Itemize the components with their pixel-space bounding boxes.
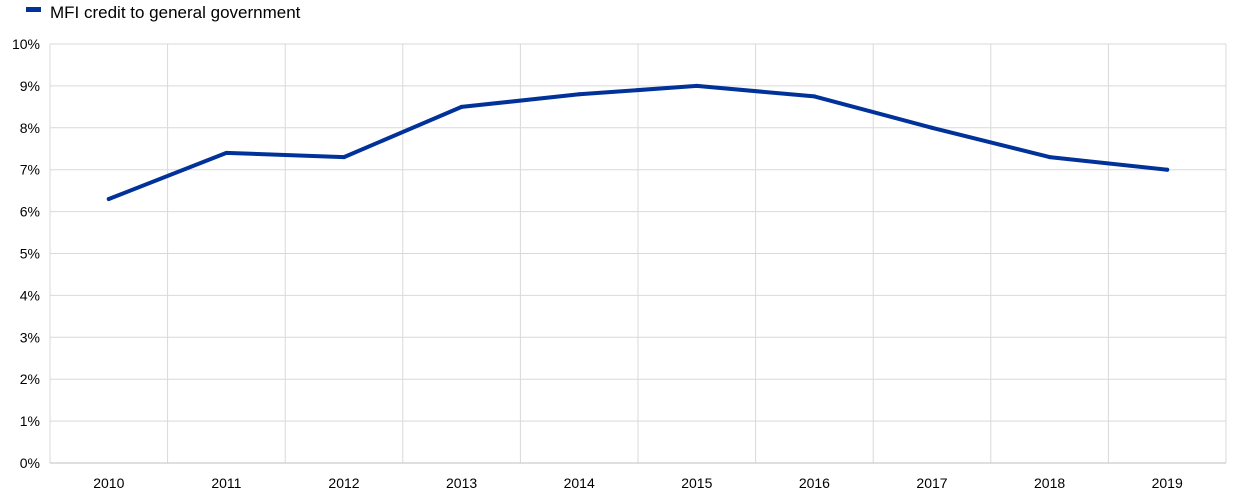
y-tick-label: 9% — [20, 78, 40, 94]
data-point — [1165, 167, 1170, 172]
x-tick-label: 2015 — [681, 475, 712, 491]
y-tick-label: 8% — [20, 120, 40, 136]
data-point — [459, 104, 464, 109]
x-tick-label: 2013 — [446, 475, 477, 491]
legend: MFI credit to general government — [26, 3, 301, 22]
data-point — [1047, 155, 1052, 160]
data-point — [342, 155, 346, 160]
y-tick-label: 5% — [20, 246, 40, 262]
series-layer — [106, 83, 1170, 202]
y-tick-label: 6% — [20, 204, 40, 220]
y-axis-tick-labels: 0% 1% 2% 3% 4% 5% 6% 7% 8% 9% 10% — [12, 36, 40, 471]
x-tick-label: 2018 — [1034, 475, 1065, 491]
data-point — [930, 125, 934, 130]
data-point — [106, 197, 111, 202]
y-tick-label: 4% — [20, 287, 40, 303]
y-tick-label: 7% — [20, 162, 40, 178]
y-tick-label: 2% — [20, 371, 40, 387]
y-tick-label: 1% — [20, 413, 40, 429]
data-point — [577, 92, 582, 97]
legend-swatch-mfi-credit — [26, 7, 41, 12]
data-point — [694, 83, 699, 88]
x-tick-label: 2014 — [564, 475, 595, 491]
x-tick-label: 2016 — [799, 475, 830, 491]
y-tick-label: 10% — [12, 36, 40, 52]
legend-label-mfi-credit: MFI credit to general government — [50, 3, 301, 22]
x-tick-label: 2019 — [1152, 475, 1183, 491]
x-tick-label: 2012 — [328, 475, 359, 491]
series-line-0 — [106, 83, 1170, 201]
data-point — [812, 94, 817, 99]
data-point — [224, 150, 229, 155]
x-tick-label: 2011 — [211, 475, 241, 491]
y-tick-label: 0% — [20, 455, 40, 471]
x-tick-label: 2017 — [916, 475, 947, 491]
x-tick-label: 2010 — [93, 475, 124, 491]
x-axis-tick-labels: 2010 2011 2012 2013 2014 2015 2016 2017 2018 2019 — [93, 475, 1183, 491]
y-tick-label: 3% — [20, 329, 40, 345]
